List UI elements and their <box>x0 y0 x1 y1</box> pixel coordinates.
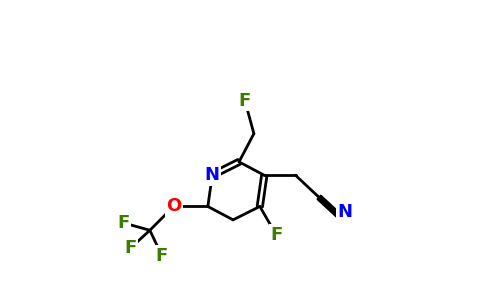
Text: N: N <box>205 166 220 184</box>
Text: N: N <box>338 203 353 221</box>
Text: F: F <box>124 239 136 257</box>
Text: F: F <box>156 247 168 265</box>
Text: F: F <box>117 214 129 232</box>
Text: O: O <box>166 197 182 215</box>
Text: F: F <box>239 92 251 110</box>
Text: F: F <box>270 226 282 244</box>
